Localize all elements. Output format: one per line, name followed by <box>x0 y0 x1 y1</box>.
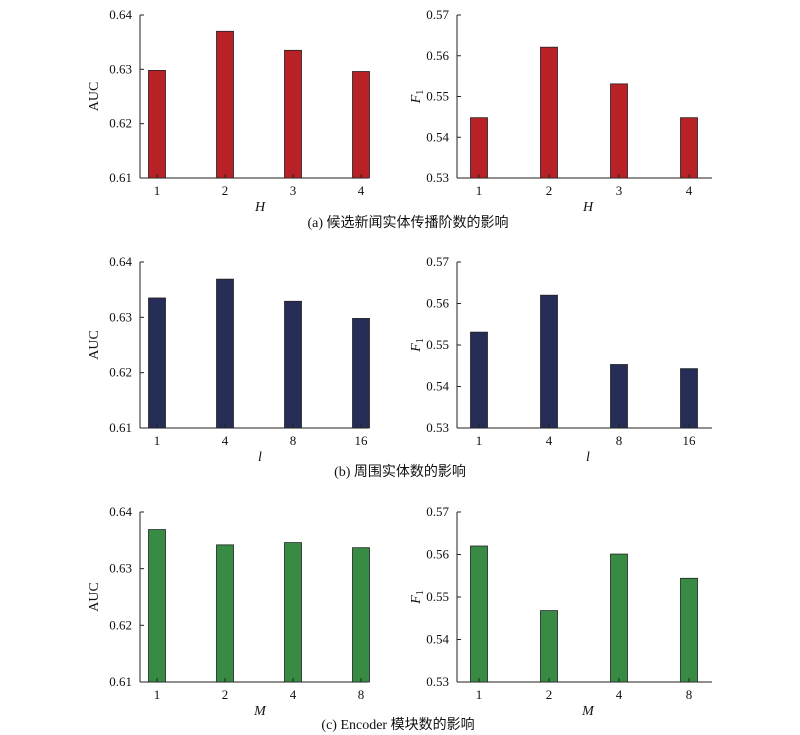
x-tick-label: 8 <box>686 687 693 702</box>
panels-group: 0.61 0.62 0.63 0.64 1 2 3 4 H AUC 0.53 0.54 0.55 0.56… <box>87 7 712 719</box>
bar-2 <box>540 610 558 683</box>
x-axis-title: l <box>586 450 590 465</box>
bar-1 <box>470 545 488 683</box>
x-axis-title: l <box>258 450 262 465</box>
bar-8 <box>680 577 698 683</box>
y-tick-label: 0.64 <box>109 504 132 519</box>
caption-a: (a) 候选新闻实体传播阶数的影响 <box>307 215 508 231</box>
bar-16 <box>680 368 698 429</box>
bar-4 <box>284 542 302 683</box>
bar-3 <box>610 83 628 179</box>
y-tick-label: 0.56 <box>426 48 449 63</box>
y-tick-label: 0.54 <box>426 129 449 144</box>
x-tick-label: 1 <box>154 433 161 448</box>
y-tick-label: 0.56 <box>426 296 449 311</box>
y-axis-title: F1 <box>409 90 426 105</box>
bar-1 <box>148 529 166 683</box>
x-axis-title: H <box>582 200 594 215</box>
bar-4 <box>352 71 370 179</box>
x-tick-label: 3 <box>290 183 297 198</box>
x-axis-title: M <box>253 704 267 719</box>
y-tick-label: 0.56 <box>426 547 449 562</box>
y-tick-label: 0.63 <box>109 309 132 324</box>
bar-16 <box>352 318 370 429</box>
y-tick-label: 0.64 <box>109 7 132 22</box>
chart-panel-1: 0.61 0.62 0.63 0.64 1 2 3 4 H AUC <box>87 7 370 215</box>
bar-4 <box>680 117 698 179</box>
y-tick-label: 0.53 <box>426 170 449 185</box>
y-tick-label: 0.62 <box>109 617 132 632</box>
y-tick-label: 0.54 <box>426 379 449 394</box>
x-tick-label: 8 <box>616 433 623 448</box>
bar-3 <box>284 49 302 179</box>
x-tick-label: 1 <box>154 687 161 702</box>
y-tick-label: 0.57 <box>426 7 449 22</box>
x-tick-label: 8 <box>290 433 297 448</box>
y-tick-label: 0.55 <box>426 89 449 104</box>
y-tick-label: 0.57 <box>426 504 449 519</box>
x-tick-label: 16 <box>683 433 697 448</box>
x-tick-label: 1 <box>476 183 483 198</box>
x-tick-label: 4 <box>358 183 365 198</box>
x-axis-title: M <box>581 704 595 719</box>
x-tick-label: 8 <box>358 687 365 702</box>
bar-2 <box>540 46 558 179</box>
y-axis-title: AUC <box>87 82 102 112</box>
bar-1 <box>148 297 166 429</box>
y-tick-label: 0.63 <box>109 561 132 576</box>
y-axis-title: F1 <box>409 590 426 605</box>
x-tick-label: 1 <box>476 433 483 448</box>
bar-1 <box>470 117 488 179</box>
y-axis-title: AUC <box>87 330 102 360</box>
y-tick-label: 0.53 <box>426 674 449 689</box>
chart-panel-4: 0.53 0.54 0.55 0.56 0.57 1 4 8 16 l F1 <box>409 254 712 465</box>
y-tick-label: 0.57 <box>426 254 449 269</box>
x-tick-label: 4 <box>290 687 297 702</box>
y-tick-label: 0.63 <box>109 61 132 76</box>
bar-4 <box>216 278 234 429</box>
y-tick-label: 0.61 <box>109 420 132 435</box>
bar-8 <box>284 300 302 429</box>
bar-4 <box>610 553 628 683</box>
y-tick-label: 0.55 <box>426 337 449 352</box>
x-axis-title: H <box>254 200 266 215</box>
bar-4 <box>540 294 558 429</box>
bar-8 <box>352 547 370 683</box>
y-tick-label: 0.55 <box>426 589 449 604</box>
y-tick-label: 0.62 <box>109 365 132 380</box>
caption-c: (c) Encoder 模块数的影响 <box>321 717 474 733</box>
x-tick-label: 1 <box>476 687 483 702</box>
x-tick-label: 4 <box>546 433 553 448</box>
chart-panel-5: 0.61 0.62 0.63 0.64 1 2 4 8 M AUC <box>87 504 370 719</box>
x-tick-label: 4 <box>222 433 229 448</box>
bar-1 <box>470 331 488 429</box>
x-tick-label: 4 <box>616 687 623 702</box>
chart-panel-2: 0.53 0.54 0.55 0.56 0.57 1 2 3 4 H F1 <box>409 7 712 215</box>
y-tick-label: 0.64 <box>109 254 132 269</box>
x-tick-label: 2 <box>222 183 229 198</box>
y-tick-label: 0.61 <box>109 674 132 689</box>
x-tick-label: 2 <box>546 687 553 702</box>
chart-panel-3: 0.61 0.62 0.63 0.64 1 4 8 16 l AUC <box>87 254 370 465</box>
x-tick-label: 4 <box>686 183 693 198</box>
x-tick-label: 16 <box>355 433 369 448</box>
y-tick-label: 0.61 <box>109 170 132 185</box>
y-axis-title: F1 <box>409 338 426 353</box>
y-axis-title: AUC <box>87 582 102 612</box>
chart-panel-6: 0.53 0.54 0.55 0.56 0.57 1 2 4 8 M F1 <box>409 504 712 719</box>
y-tick-label: 0.53 <box>426 420 449 435</box>
caption-b: (b) 周围实体数的影响 <box>334 464 466 480</box>
x-tick-label: 2 <box>546 183 553 198</box>
y-tick-label: 0.62 <box>109 116 132 131</box>
bar-8 <box>610 364 628 429</box>
x-tick-label: 3 <box>616 183 623 198</box>
x-tick-label: 2 <box>222 687 229 702</box>
y-tick-label: 0.54 <box>426 632 449 647</box>
bar-1 <box>148 70 166 179</box>
bar-2 <box>216 544 234 683</box>
bar-2 <box>216 30 234 179</box>
x-tick-label: 1 <box>154 183 161 198</box>
